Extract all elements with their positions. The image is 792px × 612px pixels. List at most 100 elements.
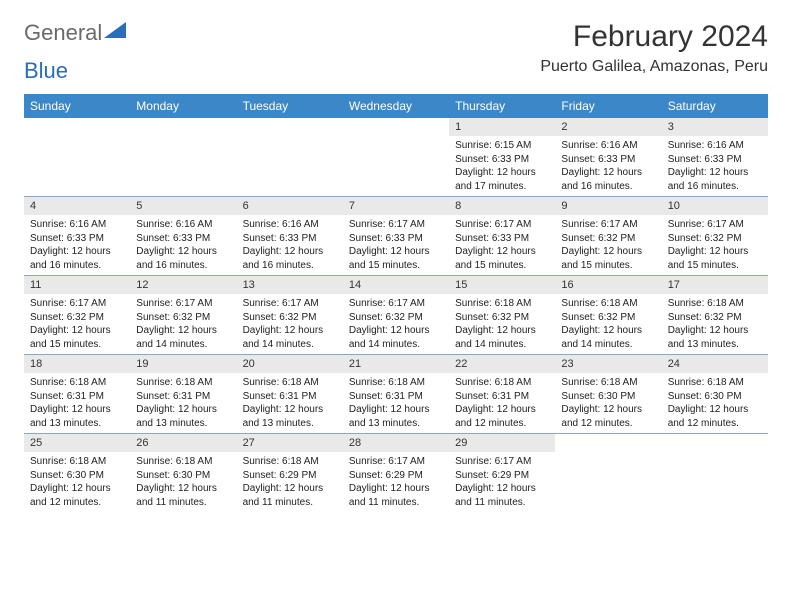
day-number: 23 [555, 355, 661, 373]
calendar: Sunday Monday Tuesday Wednesday Thursday… [24, 94, 768, 512]
day-cell: 16Sunrise: 6:18 AMSunset: 6:32 PMDayligh… [555, 276, 661, 354]
day-number: 14 [343, 276, 449, 294]
day-line: Sunrise: 6:15 AM [455, 139, 549, 153]
day-line: Sunset: 6:31 PM [243, 390, 337, 404]
day-line: Sunrise: 6:17 AM [349, 218, 443, 232]
month-title: February 2024 [540, 20, 768, 54]
day-number: 18 [24, 355, 130, 373]
day-cell: 11Sunrise: 6:17 AMSunset: 6:32 PMDayligh… [24, 276, 130, 354]
day-line: Daylight: 12 hours [243, 324, 337, 338]
day-line: Daylight: 12 hours [455, 403, 549, 417]
day-line: Daylight: 12 hours [136, 324, 230, 338]
day-line: Daylight: 12 hours [349, 324, 443, 338]
day-line: and 12 minutes. [455, 417, 549, 431]
day-line: and 11 minutes. [243, 496, 337, 510]
day-content: Sunrise: 6:18 AMSunset: 6:30 PMDaylight:… [662, 373, 768, 433]
day-number: 7 [343, 197, 449, 215]
day-number: 9 [555, 197, 661, 215]
day-number: 11 [24, 276, 130, 294]
day-number: 25 [24, 434, 130, 452]
dow-tuesday: Tuesday [237, 94, 343, 118]
day-number: 28 [343, 434, 449, 452]
day-number: 4 [24, 197, 130, 215]
day-number: 12 [130, 276, 236, 294]
day-line: and 15 minutes. [30, 338, 124, 352]
day-content: Sunrise: 6:16 AMSunset: 6:33 PMDaylight:… [24, 215, 130, 275]
day-cell: 17Sunrise: 6:18 AMSunset: 6:32 PMDayligh… [662, 276, 768, 354]
day-line: Daylight: 12 hours [243, 245, 337, 259]
day-content: Sunrise: 6:17 AMSunset: 6:32 PMDaylight:… [130, 294, 236, 354]
day-cell: 4Sunrise: 6:16 AMSunset: 6:33 PMDaylight… [24, 197, 130, 275]
day-cell: 23Sunrise: 6:18 AMSunset: 6:30 PMDayligh… [555, 355, 661, 433]
day-line: Sunset: 6:32 PM [668, 232, 762, 246]
dow-sunday: Sunday [24, 94, 130, 118]
week-row: 25Sunrise: 6:18 AMSunset: 6:30 PMDayligh… [24, 434, 768, 512]
day-number: 20 [237, 355, 343, 373]
day-line: Daylight: 12 hours [243, 403, 337, 417]
day-number: 15 [449, 276, 555, 294]
day-line: Daylight: 12 hours [668, 166, 762, 180]
day-line: Sunset: 6:31 PM [455, 390, 549, 404]
day-line: Daylight: 12 hours [30, 245, 124, 259]
day-cell: 28Sunrise: 6:17 AMSunset: 6:29 PMDayligh… [343, 434, 449, 512]
day-number: 3 [662, 118, 768, 136]
day-line: Daylight: 12 hours [349, 403, 443, 417]
day-line: and 16 minutes. [136, 259, 230, 273]
day-line: Sunrise: 6:18 AM [243, 376, 337, 390]
day-line: Sunrise: 6:18 AM [668, 376, 762, 390]
day-content: Sunrise: 6:17 AMSunset: 6:32 PMDaylight:… [555, 215, 661, 275]
day-line: Sunset: 6:32 PM [455, 311, 549, 325]
day-line: and 13 minutes. [136, 417, 230, 431]
weeks-container: 1Sunrise: 6:15 AMSunset: 6:33 PMDaylight… [24, 118, 768, 512]
day-line: Daylight: 12 hours [561, 324, 655, 338]
day-line: Sunset: 6:32 PM [30, 311, 124, 325]
day-line: and 13 minutes. [349, 417, 443, 431]
day-cell: 7 Sunrise: 6:17 AMSunset: 6:33 PMDaylight… [343, 197, 449, 275]
day-line: and 12 minutes. [561, 417, 655, 431]
day-line: and 13 minutes. [30, 417, 124, 431]
day-line: and 15 minutes. [349, 259, 443, 273]
day-line: Sunrise: 6:17 AM [455, 455, 549, 469]
day-content: Sunrise: 6:18 AMSunset: 6:31 PMDaylight:… [130, 373, 236, 433]
day-line: Daylight: 12 hours [136, 245, 230, 259]
dow-monday: Monday [130, 94, 236, 118]
day-number: 5 [130, 197, 236, 215]
day-line: Sunset: 6:30 PM [668, 390, 762, 404]
day-number: 6 [237, 197, 343, 215]
day-line: Sunrise: 6:16 AM [136, 218, 230, 232]
day-line: Sunset: 6:33 PM [30, 232, 124, 246]
day-cell: 18Sunrise: 6:18 AMSunset: 6:31 PMDayligh… [24, 355, 130, 433]
day-line: Sunset: 6:31 PM [30, 390, 124, 404]
day-line: and 16 minutes. [561, 180, 655, 194]
day-cell: 21Sunrise: 6:18 AMSunset: 6:31 PMDayligh… [343, 355, 449, 433]
day-line: Sunset: 6:30 PM [136, 469, 230, 483]
day-number: 8 [449, 197, 555, 215]
day-content: Sunrise: 6:16 AMSunset: 6:33 PMDaylight:… [555, 136, 661, 196]
day-line: Sunset: 6:30 PM [561, 390, 655, 404]
day-line: Sunset: 6:33 PM [455, 232, 549, 246]
day-cell [555, 434, 661, 512]
day-line: and 16 minutes. [30, 259, 124, 273]
day-line: Sunrise: 6:18 AM [136, 376, 230, 390]
logo-text-blue: Blue [24, 58, 768, 84]
day-cell: 9Sunrise: 6:17 AMSunset: 6:32 PMDaylight… [555, 197, 661, 275]
day-content: Sunrise: 6:18 AMSunset: 6:30 PMDaylight:… [555, 373, 661, 433]
day-line: and 14 minutes. [136, 338, 230, 352]
day-cell [662, 434, 768, 512]
day-content: Sunrise: 6:18 AMSunset: 6:29 PMDaylight:… [237, 452, 343, 512]
day-line: Sunset: 6:33 PM [349, 232, 443, 246]
day-line: Daylight: 12 hours [455, 482, 549, 496]
day-line: Daylight: 12 hours [349, 245, 443, 259]
day-cell: 19Sunrise: 6:18 AMSunset: 6:31 PMDayligh… [130, 355, 236, 433]
day-line: Sunset: 6:31 PM [136, 390, 230, 404]
day-content: Sunrise: 6:18 AMSunset: 6:32 PMDaylight:… [662, 294, 768, 354]
day-number: 1 [449, 118, 555, 136]
day-cell [24, 118, 130, 196]
week-row: 18Sunrise: 6:18 AMSunset: 6:31 PMDayligh… [24, 355, 768, 434]
day-line: Sunrise: 6:17 AM [30, 297, 124, 311]
day-number [24, 118, 130, 136]
day-line: Sunrise: 6:17 AM [349, 455, 443, 469]
day-number: 22 [449, 355, 555, 373]
day-line: Daylight: 12 hours [668, 324, 762, 338]
day-line: and 15 minutes. [455, 259, 549, 273]
